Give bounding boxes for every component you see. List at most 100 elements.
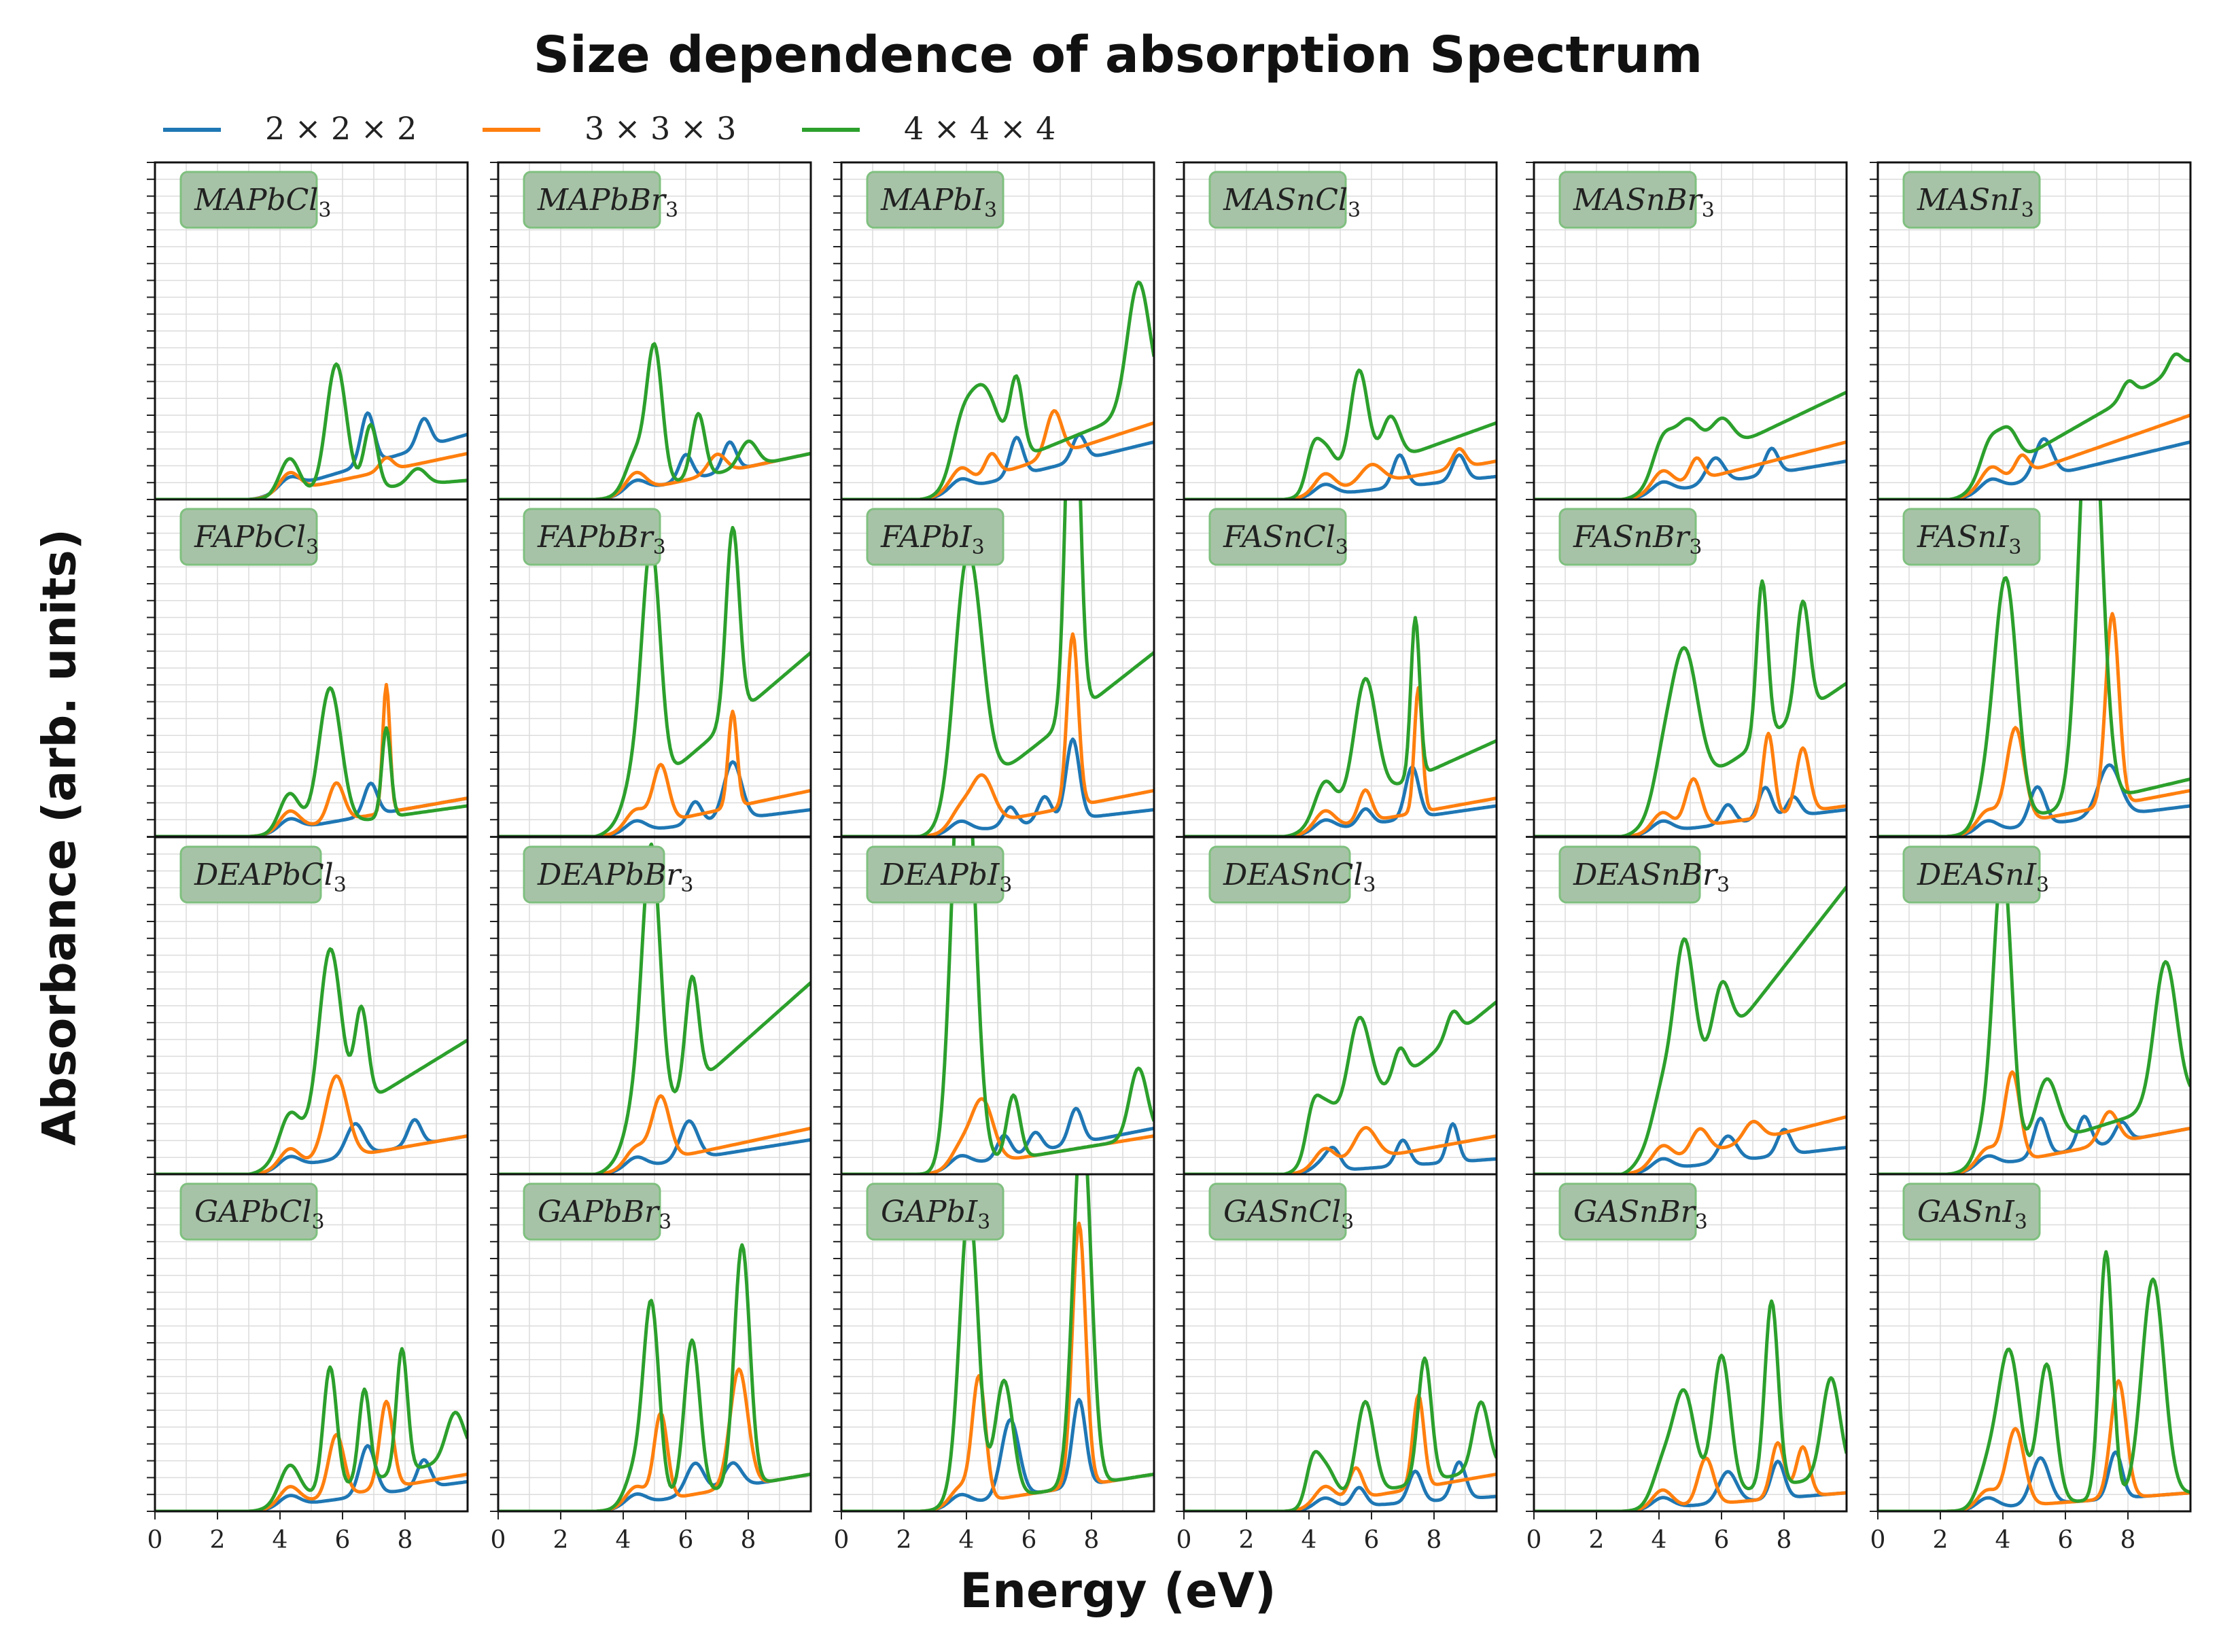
x-tick-label: 6: [1021, 1526, 1037, 1554]
panel-label-formula: FAPbCl: [194, 520, 306, 555]
curve-3x3x3: [841, 409, 1154, 499]
curve-3x3x3: [155, 1074, 468, 1174]
panel-label-formula: DEAPbBr: [537, 858, 682, 892]
curve-3x3x3: [498, 1094, 811, 1174]
x-tick-label: 4: [1652, 1526, 1667, 1554]
x-tick-label: 8: [741, 1526, 756, 1554]
panel-label: GAPbCl3: [194, 1195, 325, 1234]
panel-label-subscript: 3: [2008, 535, 2021, 559]
panel-frame: [154, 1173, 469, 1513]
legend-swatch-orange: [483, 128, 540, 132]
panel-label-subscript: 3: [2014, 1210, 2027, 1234]
panel-MASnCl3: MASnCl3: [1176, 161, 1498, 501]
panel-label-formula: DEASnCl: [1223, 858, 1363, 892]
panel-label: FAPbCl3: [194, 520, 319, 559]
panel-label-formula: GASnI: [1917, 1195, 2015, 1229]
panel-label-subscript: 3: [977, 1210, 990, 1234]
panel-label: GAPbBr3: [538, 1195, 671, 1234]
panel-label-box: [1558, 1182, 1697, 1241]
x-tick-label: 4: [1995, 1526, 2011, 1554]
panel-DEASnBr3: DEASnBr3: [1526, 836, 1848, 1176]
panel-label: FAPbI3: [880, 520, 985, 559]
panel-label-subscript: 3: [1702, 198, 1715, 222]
curve-2x2x2: [1184, 1460, 1497, 1511]
panel-label-box: [179, 845, 322, 904]
panel-label-formula: DEASnBr: [1573, 858, 1719, 892]
panel-label-formula: DEASnI: [1917, 858, 2038, 892]
panel-label-formula: MAPbCl: [194, 183, 318, 217]
curve-2x2x2: [841, 1106, 1154, 1174]
panel-label-box: [1208, 1182, 1347, 1241]
panel-label-formula: MAPbI: [880, 183, 985, 217]
x-tick-label: 2: [1239, 1526, 1255, 1554]
curve-3x3x3: [1184, 1393, 1497, 1511]
x-tick-label: 0: [1870, 1526, 1886, 1554]
x-tick-label: 8: [398, 1526, 413, 1554]
curve-2x2x2: [1534, 786, 1847, 837]
panel-DEAPbI3: DEAPbI3: [833, 836, 1155, 1176]
panel-label: FASnBr3: [1573, 520, 1702, 559]
curve-4x4x4: [1534, 390, 1847, 499]
x-tick-label: 0: [1526, 1526, 1542, 1554]
panel-GAPbBr3: GAPbBr3 0 2 4 6 8: [490, 1173, 812, 1554]
panel-label: MASnCl3: [1223, 183, 1361, 222]
curve-2x2x2: [1184, 765, 1497, 837]
legend-label: 4 × 4 × 4: [904, 110, 1056, 147]
panel-frame: [1183, 1173, 1498, 1513]
curve-3x3x3: [1184, 446, 1497, 499]
curve-2x2x2: [498, 1461, 811, 1511]
curve-4x4x4: [1878, 352, 2190, 499]
curve-4x4x4: [155, 1347, 468, 1511]
panel-frame: [1533, 1173, 1848, 1513]
panel-FASnCl3: FASnCl3: [1176, 498, 1498, 838]
panel-label-box: [179, 1182, 318, 1241]
panel-label-subscript: 3: [999, 873, 1012, 897]
curve-3x3x3: [1184, 686, 1497, 837]
panel-frame: [840, 1173, 1155, 1513]
x-tick-label: 4: [273, 1526, 288, 1554]
panel-label: DEASnBr3: [1573, 858, 1730, 897]
panel-GASnCl3: GASnCl3 0 2 4 6 8: [1176, 1173, 1498, 1554]
panel-label: GAPbI3: [881, 1195, 990, 1234]
panel-label-subscript: 3: [1695, 1210, 1708, 1234]
panel-frame: [497, 1173, 812, 1513]
panel-GAPbI3: GAPbI3 0 2 4 6 8: [833, 1173, 1155, 1554]
x-tick-label: 8: [1427, 1526, 1442, 1554]
panel-label-box: [1902, 508, 2041, 566]
panel-label-box: [1208, 845, 1351, 904]
panel-label-box: [1558, 171, 1697, 229]
curve-2x2x2: [155, 1118, 468, 1174]
panel-label-subscript: 3: [2036, 873, 2049, 897]
x-tick-label: 6: [1714, 1526, 1730, 1554]
panel-FAPbCl3: FAPbCl3: [147, 498, 469, 838]
x-tick-label: 8: [1084, 1526, 1100, 1554]
panel-label-box: [1902, 845, 2041, 904]
curve-4x4x4: [1184, 1356, 1497, 1511]
curve-3x3x3: [1534, 731, 1847, 837]
curve-3x3x3: [1534, 1441, 1847, 1511]
curve-2x2x2: [841, 433, 1154, 499]
panel-label-formula: FASnI: [1917, 520, 2010, 555]
x-tick-label: 6: [678, 1526, 694, 1554]
x-axis-label: Energy (eV): [960, 1563, 1276, 1619]
panel-label: MAPbCl3: [194, 183, 331, 222]
curve-2x2x2: [1878, 1450, 2190, 1511]
x-tick-label: 0: [491, 1526, 506, 1554]
curve-3x3x3: [1878, 1070, 2190, 1174]
panel-label-box: [1208, 508, 1347, 566]
curve-2x2x2: [155, 411, 468, 499]
panel-FASnBr3: FASnBr3: [1526, 498, 1848, 838]
curve-3x3x3: [1534, 1114, 1847, 1174]
panel-label-box: [1208, 171, 1347, 229]
panel-label: GASnBr3: [1573, 1195, 1708, 1234]
panel-MASnBr3: MASnBr3: [1526, 161, 1848, 501]
curve-4x4x4: [1184, 368, 1497, 499]
curve-3x3x3: [498, 451, 811, 499]
panel-label: MASnBr3: [1573, 183, 1715, 222]
panel-label-box: [866, 845, 1005, 904]
curve-3x3x3: [1184, 1126, 1497, 1174]
panel-label: DEASnI3: [1917, 858, 2049, 897]
panel-label-box: [1558, 845, 1701, 904]
panel-label-formula: FAPbBr: [537, 520, 655, 555]
